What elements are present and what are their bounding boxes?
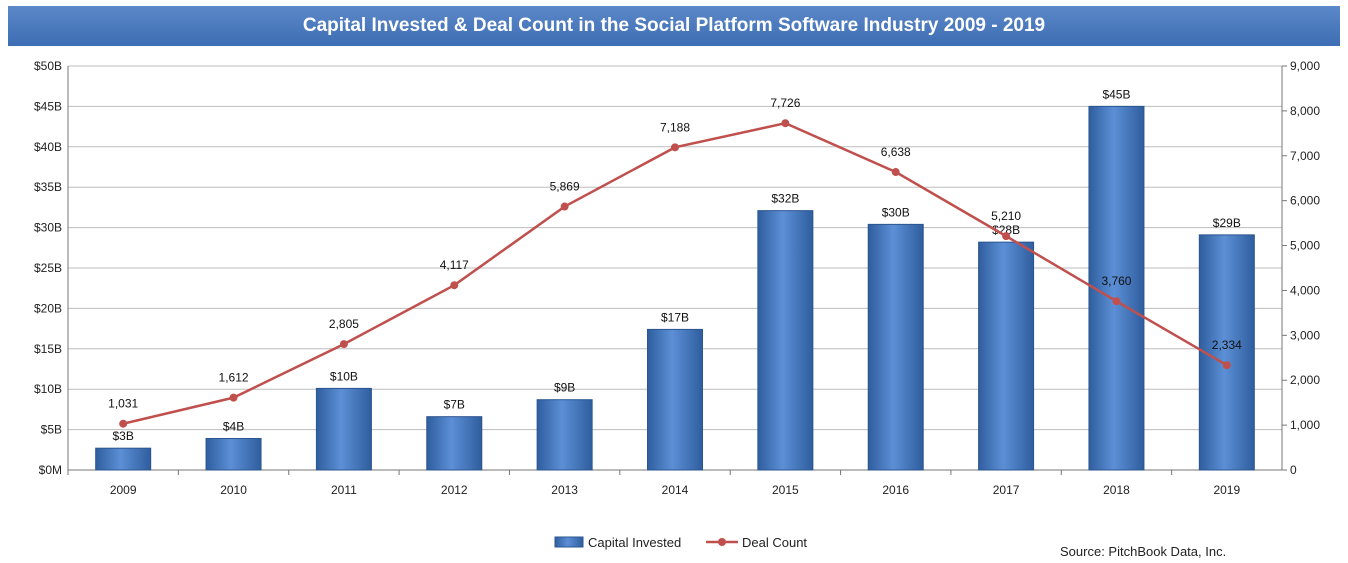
bar-data-label: $10B (330, 369, 358, 383)
deal-count-point (229, 393, 238, 402)
legend-label-deal-count: Deal Count (742, 535, 807, 550)
legend: Capital Invested Deal Count (554, 535, 807, 550)
left-axis-tick-label: $40B (34, 140, 62, 154)
bar-data-label: $30B (882, 205, 910, 219)
right-axis-tick-label: 6,000 (1290, 194, 1320, 208)
bar (978, 241, 1035, 471)
left-axis-tick-label: $20B (34, 301, 62, 315)
bar (647, 328, 703, 471)
legend-line-marker (718, 538, 726, 546)
deal-count-point (1222, 361, 1231, 370)
right-axis-tick-label: 1,000 (1290, 418, 1320, 432)
deal-count-point (560, 202, 569, 211)
bar (426, 416, 483, 471)
bar-data-label: $32B (771, 192, 799, 206)
bar-data-label: $3B (113, 429, 134, 443)
bar (867, 223, 924, 471)
right-axis-tick-label: 2,000 (1290, 373, 1320, 387)
x-axis-tick-label: 2018 (1103, 483, 1130, 497)
bar-data-labels: $3B $4B $10B $7B $9B $17B $32B $30B $28B $45B $29B (113, 87, 1241, 443)
bar-data-label: $17B (661, 310, 689, 324)
left-axis-tick-label: $10B (34, 382, 62, 396)
bar-data-label: $45B (1102, 87, 1130, 101)
bar (315, 387, 372, 471)
bar-series (95, 105, 1255, 471)
deal-count-point (891, 168, 900, 177)
x-axis-tick-label: 2015 (772, 483, 799, 497)
right-axis-tick-label: 5,000 (1290, 239, 1320, 253)
x-axis-tick-label: 2013 (551, 483, 578, 497)
line-data-label: 5,869 (550, 180, 580, 194)
deal-count-point (781, 119, 790, 128)
line-data-label: 7,188 (660, 120, 690, 134)
left-axis-tick-label: $0M (39, 463, 62, 477)
left-axis-tick-label: $15B (34, 342, 62, 356)
right-axis-ticks: 0 1,000 2,000 3,000 4,000 5,000 6,000 7,000 8,00… (1282, 59, 1320, 477)
bar (95, 447, 152, 471)
bar (205, 437, 262, 471)
deal-count-point (339, 340, 348, 349)
x-axis-tick-label: 2019 (1213, 483, 1240, 497)
bar-data-label: $29B (1213, 216, 1241, 230)
line-data-label: 3,760 (1101, 274, 1131, 288)
bar-data-label: $9B (554, 381, 575, 395)
right-axis-tick-label: 7,000 (1290, 149, 1320, 163)
legend-bar-swatch (554, 536, 584, 548)
left-axis-tick-label: $5B (41, 423, 62, 437)
right-axis-tick-label: 0 (1290, 463, 1297, 477)
source-note: Source: PitchBook Data, Inc. (1060, 544, 1227, 559)
bar (536, 399, 593, 471)
legend-label-capital: Capital Invested (588, 535, 681, 550)
right-axis-tick-label: 9,000 (1290, 59, 1320, 73)
right-axis-tick-label: 4,000 (1290, 283, 1320, 297)
x-axis-tick-label: 2009 (110, 483, 137, 497)
left-axis-tick-label: $35B (34, 180, 62, 194)
bar (1088, 105, 1145, 471)
right-axis-tick-label: 3,000 (1290, 328, 1320, 342)
bar-data-label: $28B (992, 223, 1020, 237)
deal-count-point (1002, 232, 1011, 241)
line-data-label: 2,805 (329, 317, 359, 331)
right-axis-tick-label: 8,000 (1290, 104, 1320, 118)
deal-count-point (671, 143, 679, 152)
bar-data-label: $4B (223, 419, 244, 433)
x-axis-tick-label: 2012 (441, 483, 468, 497)
line-data-label: 5,210 (991, 209, 1021, 223)
line-data-label: 6,638 (881, 145, 911, 159)
line-data-label: 4,117 (440, 258, 469, 272)
left-axis-tick-label: $45B (34, 99, 62, 113)
line-data-label: 2,334 (1212, 338, 1242, 352)
x-axis-ticks: 2009 2010 2011 2012 2013 2014 2015 2016 2017 2018… (67, 470, 1240, 497)
left-axis-tick-label: $30B (34, 221, 62, 235)
left-axis-tick-label: $25B (34, 261, 62, 275)
x-axis-tick-label: 2017 (993, 483, 1020, 497)
bar (757, 210, 814, 471)
bar-data-label: $7B (444, 398, 465, 412)
left-axis-ticks: $0M $5B $10B $15B $20B $25B $30B $35B $40B $45B $5… (34, 59, 62, 477)
x-axis-tick-label: 2016 (882, 483, 909, 497)
deal-count-point (119, 419, 128, 428)
x-axis-tick-label: 2011 (331, 483, 357, 497)
line-series (119, 119, 1231, 428)
line-data-label: 1,031 (108, 397, 138, 411)
line-data-labels: 1,031 1,612 2,805 4,117 5,869 7,188 7,726 6,638… (108, 96, 1242, 411)
line-data-label: 1,612 (219, 371, 249, 385)
deal-count-point (450, 281, 459, 290)
line-data-label: 7,726 (770, 96, 800, 110)
chart-title: Capital Invested & Deal Count in the Soc… (8, 6, 1340, 46)
deal-count-point (1112, 297, 1121, 306)
left-axis-tick-label: $50B (34, 59, 62, 73)
x-axis-tick-label: 2014 (662, 483, 689, 497)
bar (1198, 234, 1255, 471)
x-axis-tick-label: 2010 (220, 483, 247, 497)
